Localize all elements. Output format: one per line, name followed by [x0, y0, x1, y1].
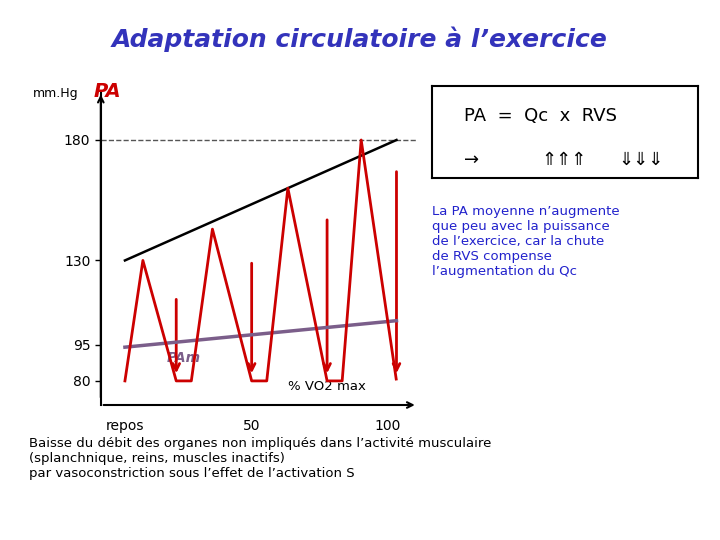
Text: ⇓⇓⇓: ⇓⇓⇓	[618, 151, 664, 168]
Text: ⇑⇑⇑: ⇑⇑⇑	[541, 151, 587, 168]
Text: PAm: PAm	[167, 350, 202, 365]
Text: % VO2 max: % VO2 max	[288, 380, 366, 393]
Text: repos: repos	[106, 420, 144, 434]
Text: La PA moyenne n’augmente
que peu avec la puissance
de l’exercice, car la chute
d: La PA moyenne n’augmente que peu avec la…	[432, 205, 620, 278]
Text: 50: 50	[243, 420, 261, 434]
Text: PA  =  Qc  x  RVS: PA = Qc x RVS	[464, 106, 617, 125]
Text: mm.Hg: mm.Hg	[32, 87, 78, 100]
Text: Adaptation circulatoire à l’exercice: Adaptation circulatoire à l’exercice	[112, 27, 608, 52]
Text: Baisse du débit des organes non impliqués dans l’activité musculaire
(splanchniq: Baisse du débit des organes non impliqué…	[29, 437, 491, 481]
Text: PA: PA	[94, 82, 121, 101]
Text: 100: 100	[374, 420, 400, 434]
Text: →: →	[464, 151, 479, 168]
